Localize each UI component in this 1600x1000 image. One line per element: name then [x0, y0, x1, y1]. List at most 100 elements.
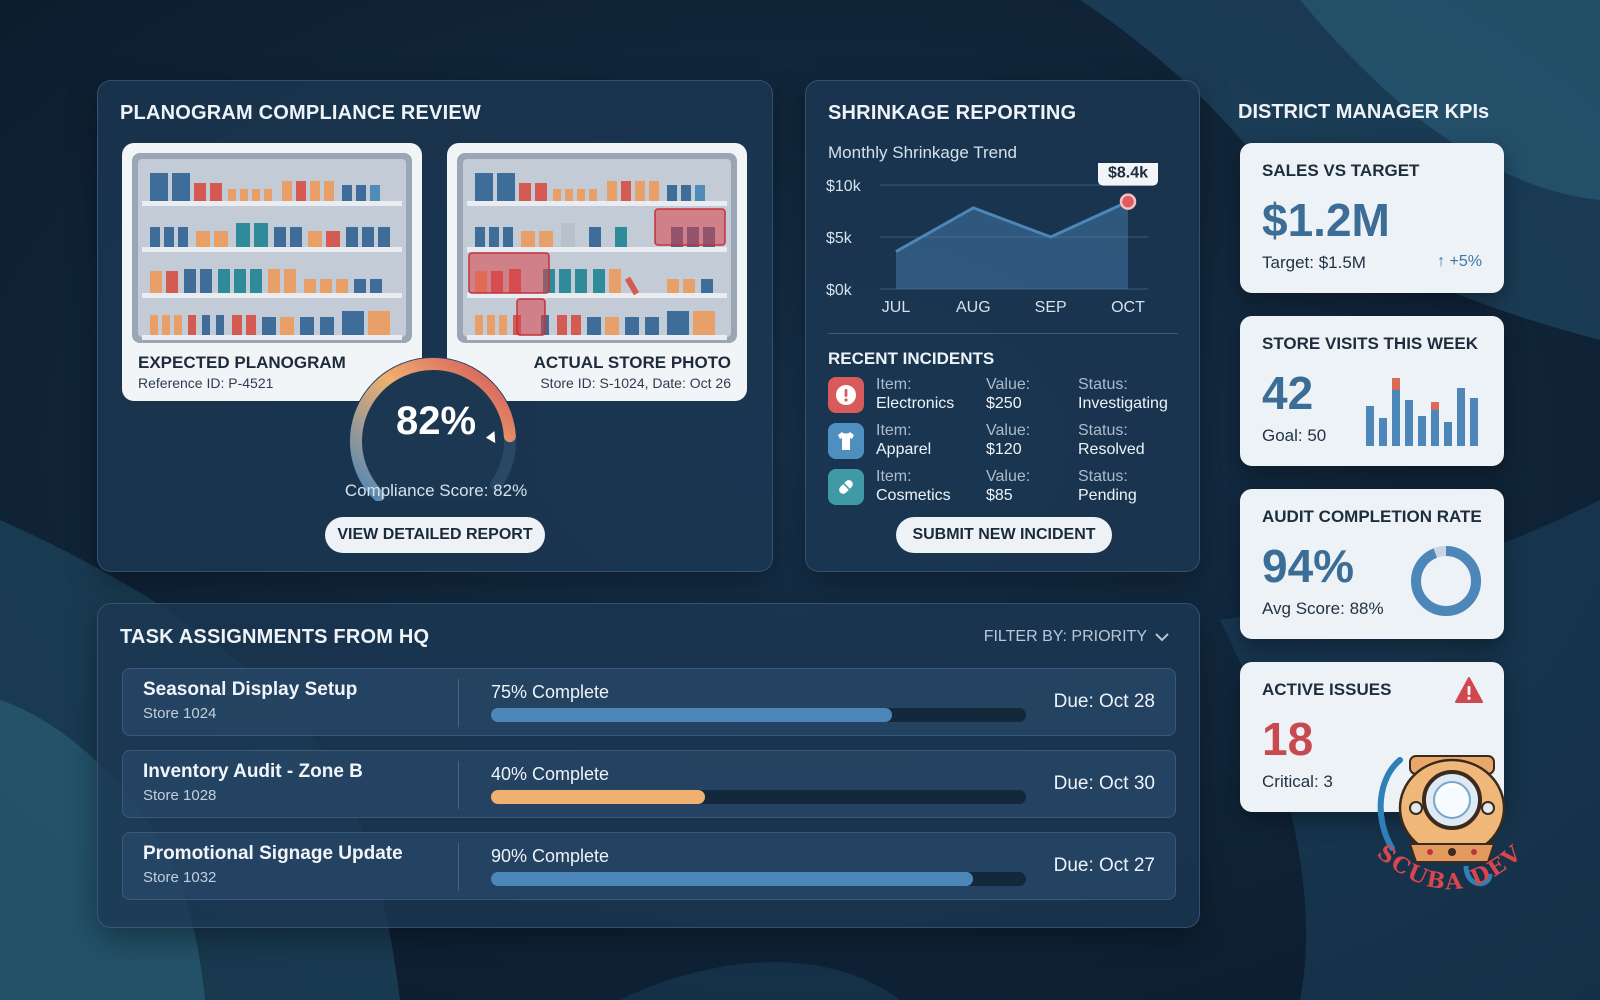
- incident-status: Resolved: [1078, 441, 1145, 458]
- chevron-down-icon: [1155, 633, 1169, 642]
- task-progress-label: 75% Complete: [491, 682, 610, 702]
- recent-incidents-title: RECENT INCIDENTS: [828, 349, 995, 368]
- x-tick-label: JUL: [882, 299, 911, 316]
- task-due-date: Due: Oct 28: [1053, 691, 1155, 712]
- value-callout: [1098, 163, 1158, 186]
- incident-item-key: Item:: [876, 468, 912, 485]
- task-progress-label: 90% Complete: [491, 846, 610, 866]
- x-tick-label: SEP: [1035, 299, 1067, 316]
- expected-shelf-image: [132, 153, 412, 343]
- priority-filter-dropdown[interactable]: FILTER BY: PRIORITY: [984, 628, 1169, 646]
- audit-donut-chart: [1411, 546, 1481, 616]
- kpi-label: SALES VS TARGET: [1262, 161, 1420, 180]
- compliance-score-label: Compliance Score: 82%: [344, 481, 528, 500]
- filter-label: FILTER BY: PRIORITY: [983, 628, 1147, 645]
- task-progress-label: 40% Complete: [491, 764, 610, 784]
- task-progress-fill: [491, 790, 705, 804]
- actual-store-photo-title: ACTUAL STORE PHOTO: [533, 353, 731, 372]
- incident-value: $120: [986, 441, 1022, 458]
- shrinkage-title: SHRINKAGE REPORTING: [828, 102, 1077, 124]
- task-due-date: Due: Oct 30: [1053, 773, 1155, 794]
- incident-row[interactable]: Item: Apparel Value: $120 Status: Resolved: [828, 421, 1188, 463]
- task-progress-fill: [491, 708, 893, 722]
- task-row[interactable]: Promotional Signage Update Store 1032 90…: [122, 832, 1176, 900]
- incident-status-key: Status:: [1078, 422, 1128, 439]
- y-tick-label: $5k: [826, 230, 853, 247]
- kpi-card-store-visits[interactable]: STORE VISITS THIS WEEK 42 Goal: 50: [1240, 316, 1504, 466]
- x-tick-label: OCT: [1111, 299, 1145, 316]
- kpi-label: STORE VISITS THIS WEEK: [1262, 334, 1478, 353]
- y-tick-label: $0k: [826, 282, 853, 299]
- value-callout-label: $8.4k: [1108, 165, 1148, 182]
- expected-planogram-card[interactable]: EXPECTED PLANOGRAM Reference ID: P-4521: [122, 143, 422, 401]
- incident-status-key: Status:: [1078, 376, 1128, 393]
- view-detailed-report-button[interactable]: VIEW DETAILED REPORT: [325, 517, 545, 553]
- actual-store-photo-subtitle: Store ID: S-1024, Date: Oct 26: [540, 375, 731, 391]
- incident-item: Electronics: [876, 395, 955, 412]
- actual-store-photo-card[interactable]: ACTUAL STORE PHOTO Store ID: S-1024, Dat…: [447, 143, 747, 401]
- scuba-dev-logo: SCUBA DEV: [1372, 755, 1526, 896]
- planogram-panel: PLANOGRAM COMPLIANCE REVIEW: [97, 80, 773, 572]
- incident-status: Pending: [1078, 487, 1137, 504]
- kpi-section-title: DISTRICT MANAGER KPIs: [1238, 101, 1490, 123]
- warning-icon: [1455, 677, 1483, 703]
- kpi-value: 42: [1262, 367, 1314, 419]
- task-name: Promotional Signage Update: [143, 843, 403, 864]
- task-due-date: Due: Oct 27: [1053, 855, 1155, 876]
- y-tick-label: $10k: [826, 178, 862, 195]
- shrinkage-panel: SHRINKAGE REPORTING Monthly Shrinkage Tr…: [805, 80, 1200, 572]
- incident-row[interactable]: Item: Cosmetics Value: $85 Status: Pending: [828, 467, 1188, 509]
- kpi-card-audit-completion[interactable]: AUDIT COMPLETION RATE 94% Avg Score: 88%: [1240, 489, 1504, 639]
- compliance-gauge: [343, 351, 523, 525]
- task-assignments-panel: TASK ASSIGNMENTS FROM HQ FILTER BY: PRIO…: [97, 603, 1200, 928]
- kpi-target: Target: $1.5M: [1262, 253, 1366, 272]
- incident-status: Investigating: [1078, 395, 1168, 412]
- incident-item: Apparel: [876, 441, 932, 458]
- task-name: Seasonal Display Setup: [143, 679, 358, 700]
- pill-icon: [828, 469, 864, 505]
- compliance-gauge-arc: [350, 358, 516, 502]
- task-store: Store 1032: [143, 869, 217, 886]
- submit-new-incident-button[interactable]: SUBMIT NEW INCIDENT: [896, 517, 1112, 553]
- latest-point-marker: [1119, 193, 1137, 210]
- incident-row[interactable]: Item: Electronics Value: $250 Status: Inves…: [828, 375, 1188, 417]
- task-store: Store 1024: [143, 705, 217, 722]
- shrinkage-trend-chart: $10k $5k $0k JUL AUG SEP OCT $8.4k: [826, 163, 1158, 316]
- chart-title: Monthly Shrinkage Trend: [828, 143, 1017, 162]
- incident-item-key: Item:: [876, 376, 912, 393]
- task-divider: [458, 679, 459, 727]
- incident-item: Cosmetics: [876, 487, 951, 504]
- task-progress-fill: [491, 872, 973, 886]
- planogram-title: PLANOGRAM COMPLIANCE REVIEW: [120, 102, 481, 124]
- kpi-label: AUDIT COMPLETION RATE: [1262, 507, 1482, 526]
- gauge-pointer-icon: [485, 431, 496, 444]
- kpi-value: 18: [1262, 713, 1314, 765]
- shirt-icon: [828, 423, 864, 459]
- kpi-value: $1.2M: [1262, 194, 1390, 246]
- section-divider: [828, 333, 1178, 334]
- kpi-card-sales[interactable]: SALES VS TARGET $1.2M Target: $1.5M ↑ +5…: [1240, 143, 1504, 293]
- x-tick-label: AUG: [956, 299, 991, 316]
- task-store: Store 1028: [143, 787, 217, 804]
- shrinkage-area: [896, 201, 1128, 289]
- task-progress-track: [491, 790, 1026, 804]
- kpi-critical-count: Critical: 3: [1262, 772, 1333, 791]
- task-assignments-title: TASK ASSIGNMENTS FROM HQ: [120, 626, 430, 648]
- kpi-value: 94%: [1262, 540, 1355, 592]
- task-divider: [458, 761, 459, 809]
- compliance-score-value: 82%: [395, 399, 477, 443]
- task-progress-track: [491, 872, 1026, 886]
- kpi-label: ACTIVE ISSUES: [1262, 680, 1392, 699]
- task-progress-track: [491, 708, 1026, 722]
- visits-bar-chart-icon: [1366, 378, 1478, 446]
- kpi-avg-score: Avg Score: 88%: [1262, 599, 1384, 618]
- alert-icon: [828, 377, 864, 413]
- incident-item-key: Item:: [876, 422, 912, 439]
- audit-donut-ring: [1411, 546, 1481, 616]
- shrinkage-line: [895, 200, 1129, 253]
- task-divider: [458, 843, 459, 891]
- expected-planogram-title: EXPECTED PLANOGRAM: [138, 353, 346, 372]
- task-row[interactable]: Inventory Audit - Zone B Store 1028 40% …: [122, 750, 1176, 818]
- kpi-goal: Goal: 50: [1262, 426, 1327, 445]
- task-row[interactable]: Seasonal Display Setup Store 1024 75% Co…: [122, 668, 1176, 736]
